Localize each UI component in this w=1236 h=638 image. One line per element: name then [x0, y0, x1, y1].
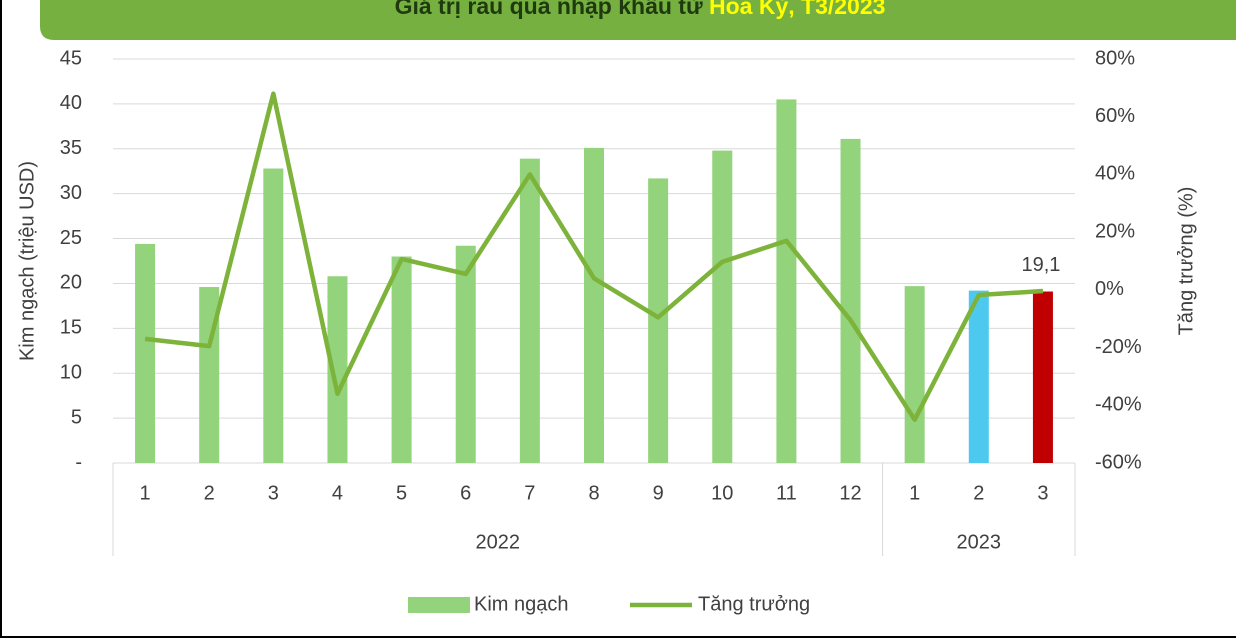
bar: [840, 138, 861, 463]
x-tick-label: 11: [776, 482, 797, 504]
bar: [327, 276, 348, 463]
group-label: 2023: [957, 531, 1002, 553]
y-tick-label: 45: [60, 47, 82, 69]
legend-label: Kim ngạch: [474, 593, 569, 615]
y-tick-label: -: [75, 451, 82, 473]
x-tick-label: 3: [268, 482, 279, 504]
y-tick-label: 40: [60, 92, 82, 114]
bar: [263, 168, 284, 464]
legend-label: Tăng trưởng: [698, 593, 810, 615]
legend-swatch: [408, 597, 470, 613]
y-axis-title: Kim ngạch (triệu USD): [16, 161, 38, 361]
bar: [776, 99, 797, 464]
bar: [391, 256, 412, 463]
y2-tick-label: 80%: [1095, 47, 1135, 69]
bar: [968, 290, 989, 463]
group-label: 2022: [476, 531, 521, 553]
x-tick-label: 2: [973, 482, 984, 504]
x-tick-label: 1: [140, 482, 151, 504]
x-tick-label: 4: [332, 482, 343, 504]
line: [144, 91, 1044, 422]
y-tick-label: 15: [60, 317, 82, 339]
bar: [648, 178, 669, 463]
bar: [584, 147, 604, 463]
y2-tick-label: 20%: [1095, 220, 1135, 242]
y2-tick-label: -40%: [1095, 394, 1142, 416]
bar: [455, 245, 476, 463]
title-highlight: Hoa Kỳ, T3/2023: [709, 0, 885, 19]
data-label: 19,1: [1021, 254, 1060, 276]
y-tick-label: 5: [71, 406, 82, 428]
y2-tick-label: -60%: [1095, 451, 1142, 473]
y2-axis-title: Tăng trưởng (%): [1175, 187, 1197, 336]
y-tick-label: 10: [60, 362, 82, 384]
title-part: Giá trị rau quả nhập khẩu từ: [395, 0, 703, 19]
y-tick-label: 30: [60, 182, 82, 204]
bar: [1032, 291, 1053, 463]
x-tick-label: 9: [653, 482, 664, 504]
y2-tick-label: -20%: [1095, 336, 1142, 358]
y2-tick-label: 60%: [1095, 105, 1135, 127]
y-tick-label: 25: [60, 227, 82, 249]
x-tick-label: 12: [839, 482, 861, 504]
x-tick-label: 1: [909, 482, 920, 504]
bar: [135, 243, 156, 463]
x-tick-label: 10: [711, 482, 733, 504]
bar: [712, 150, 733, 463]
x-tick-label: 8: [588, 482, 599, 504]
x-tick-label: 2: [204, 482, 215, 504]
x-tick-label: 6: [460, 482, 471, 504]
chart-title: Giá trị rau quả nhập khẩu từ Hoa Kỳ, T3/…: [395, 0, 886, 19]
y2-tick-label: 0%: [1095, 278, 1124, 300]
y-tick-label: 20: [60, 272, 82, 294]
bar: [904, 286, 925, 463]
title-band: [40, 0, 1236, 40]
bar: [519, 158, 540, 464]
x-tick-label: 5: [396, 482, 407, 504]
y-tick-label: 35: [60, 137, 82, 159]
x-tick-label: 7: [524, 482, 535, 504]
x-tick-label: 3: [1037, 482, 1048, 504]
y2-tick-label: 40%: [1095, 163, 1135, 185]
